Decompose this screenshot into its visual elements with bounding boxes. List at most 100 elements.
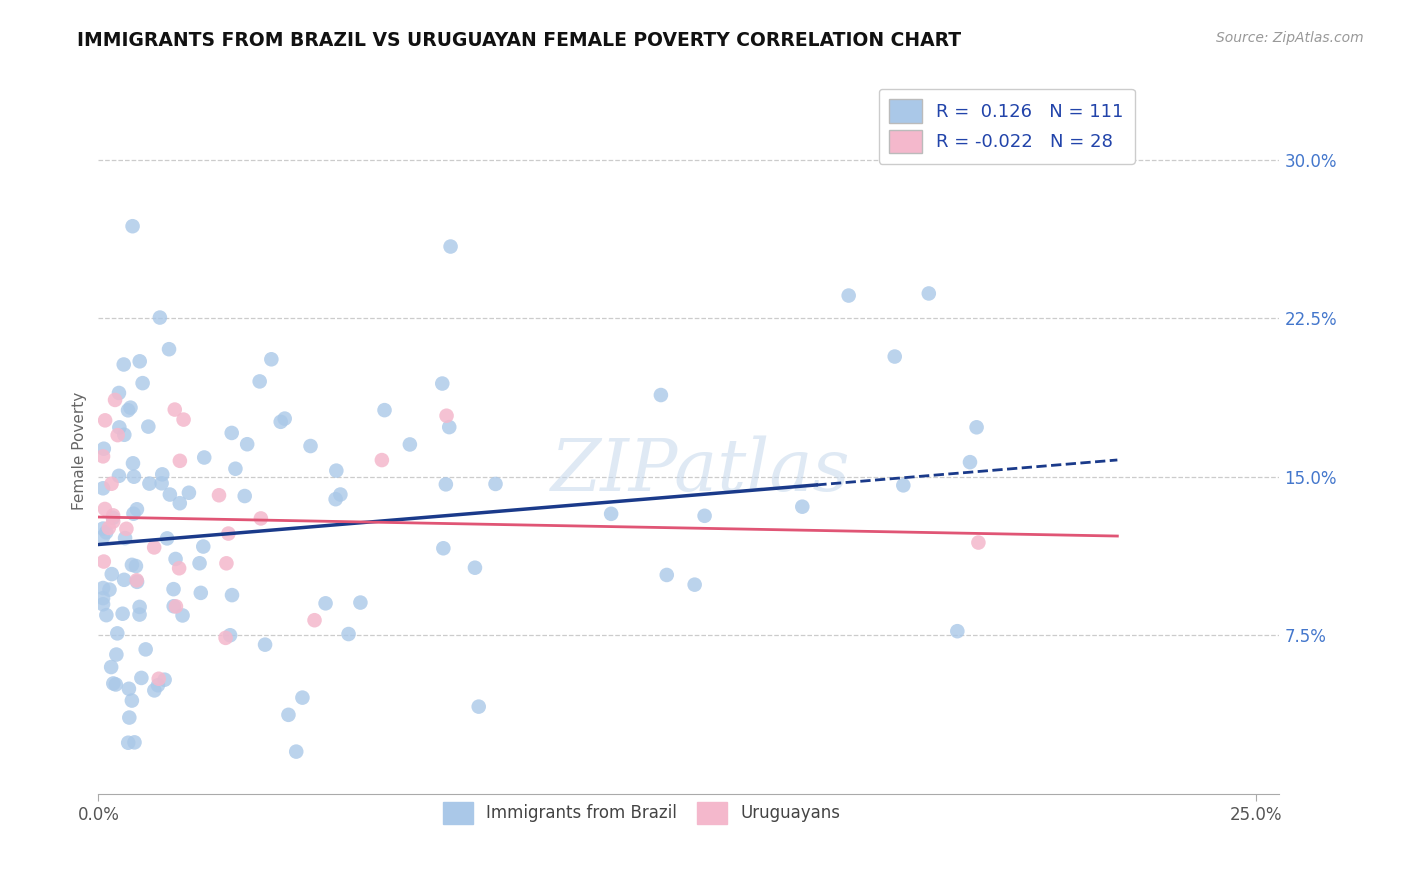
Point (135, 642, 157, 657)
Point (112, 427, 135, 442)
Point (120, 401, 142, 415)
Point (121, 219, 143, 234)
Point (169, 496, 191, 510)
Point (439, 420, 461, 434)
Point (112, 358, 135, 372)
Point (173, 412, 195, 426)
Point (131, 671, 153, 685)
Point (399, 437, 422, 451)
Point (260, 352, 283, 367)
Point (655, 568, 678, 582)
Point (128, 354, 150, 368)
Point (163, 402, 186, 417)
Point (156, 532, 179, 546)
Point (91, 522, 114, 536)
Point (150, 476, 173, 491)
Point (118, 710, 141, 724)
Point (315, 596, 337, 610)
Point (131, 376, 153, 391)
Point (349, 596, 371, 610)
Point (434, 477, 457, 491)
Point (600, 507, 623, 521)
Point (125, 502, 148, 516)
Point (100, 660, 122, 674)
Point (143, 541, 166, 555)
Point (373, 403, 395, 417)
Point (918, 286, 941, 301)
Point (108, 420, 131, 434)
Point (683, 577, 706, 591)
Point (325, 492, 347, 507)
Point (107, 428, 129, 442)
Point (165, 599, 187, 614)
Point (792, 500, 814, 514)
Point (114, 531, 136, 545)
Point (221, 588, 243, 602)
Point (122, 456, 145, 470)
Point (153, 673, 176, 687)
Point (93, 442, 115, 456)
Point (188, 556, 211, 570)
Point (436, 409, 458, 423)
Text: IMMIGRANTS FROM BRAZIL VS URUGUAYAN FEMALE POVERTY CORRELATION CHART: IMMIGRANTS FROM BRAZIL VS URUGUAYAN FEMA… (77, 31, 962, 50)
Point (105, 648, 128, 662)
Point (94, 413, 117, 427)
Point (693, 508, 716, 523)
Point (157, 342, 180, 356)
Point (432, 376, 454, 391)
Point (650, 388, 672, 402)
Point (299, 439, 322, 453)
Point (91, 581, 114, 595)
Point (177, 485, 200, 500)
Point (337, 627, 360, 641)
Legend: Immigrants from Brazil, Uruguayans: Immigrants from Brazil, Uruguayans (436, 796, 848, 830)
Point (254, 638, 277, 652)
Point (464, 560, 486, 574)
Point (91, 591, 114, 606)
Point (891, 478, 914, 492)
Point (115, 522, 138, 536)
Point (122, 469, 145, 483)
Point (432, 541, 454, 556)
Point (117, 403, 139, 417)
Point (108, 468, 131, 483)
Point (91, 450, 114, 464)
Point (233, 489, 256, 503)
Point (838, 288, 860, 302)
Point (371, 453, 394, 467)
Point (169, 454, 191, 468)
Point (883, 350, 905, 364)
Point (150, 467, 173, 482)
Point (125, 574, 148, 588)
Point (162, 582, 184, 596)
Point (136, 419, 159, 434)
Point (484, 477, 506, 491)
Point (215, 557, 238, 571)
Point (329, 487, 352, 501)
Point (159, 487, 181, 501)
Point (143, 683, 166, 698)
Point (277, 707, 299, 722)
Point (100, 476, 122, 491)
Point (291, 690, 314, 705)
Point (103, 515, 125, 529)
Point (105, 626, 128, 640)
Text: Source: ZipAtlas.com: Source: ZipAtlas.com (1216, 31, 1364, 45)
Point (125, 574, 148, 589)
Point (104, 392, 127, 407)
Point (236, 437, 259, 451)
Point (959, 455, 981, 469)
Point (98, 582, 121, 597)
Point (966, 420, 988, 434)
Point (249, 375, 271, 389)
Point (94, 502, 117, 516)
Point (101, 508, 124, 523)
Point (93, 555, 115, 569)
Point (96, 525, 118, 540)
Point (285, 745, 308, 759)
Point (967, 535, 990, 549)
Point (96, 608, 118, 623)
Point (146, 678, 169, 692)
Point (121, 693, 143, 707)
Point (190, 586, 212, 600)
